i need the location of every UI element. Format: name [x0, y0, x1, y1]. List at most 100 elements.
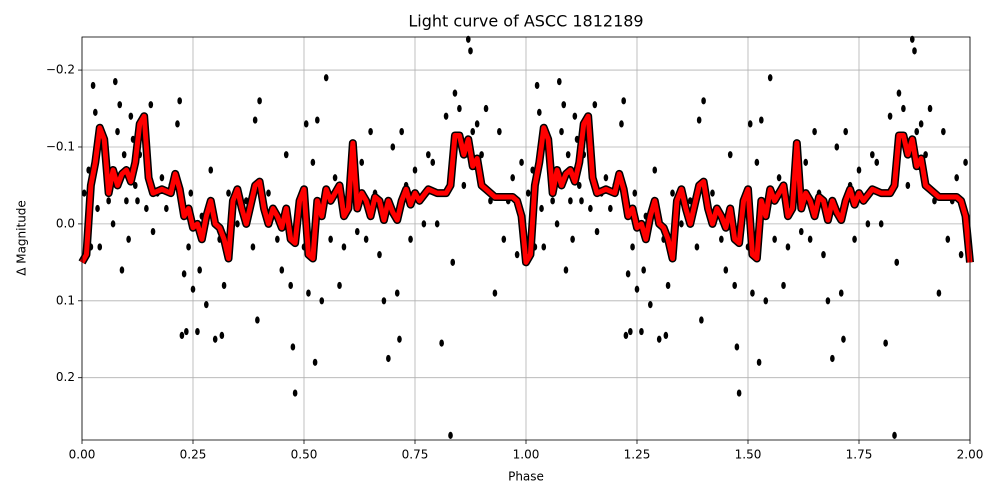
data-point	[126, 235, 131, 243]
data-point	[468, 47, 473, 55]
data-point	[443, 112, 449, 120]
data-point	[619, 120, 624, 128]
data-point	[539, 204, 544, 213]
data-point	[776, 174, 782, 182]
data-point	[838, 289, 844, 297]
data-point	[221, 281, 227, 290]
data-point	[377, 251, 382, 259]
data-point	[785, 243, 791, 251]
data-point	[565, 151, 571, 159]
data-point	[119, 266, 125, 274]
data-point	[841, 335, 846, 343]
data-point	[759, 116, 764, 124]
data-point	[821, 251, 826, 259]
data-point	[150, 227, 156, 236]
data-point	[381, 297, 387, 305]
data-point	[852, 235, 857, 243]
data-point	[439, 339, 444, 347]
data-point	[148, 101, 154, 109]
data-point	[328, 235, 333, 243]
data-point	[878, 220, 884, 228]
data-point	[197, 266, 202, 274]
data-point	[570, 235, 575, 243]
data-point	[492, 289, 498, 297]
data-point	[568, 197, 573, 205]
data-point	[525, 189, 531, 197]
data-point	[159, 174, 165, 182]
data-point	[255, 316, 260, 324]
x-tick-label: 0.50	[291, 448, 318, 462]
data-point	[368, 127, 373, 136]
data-point	[121, 151, 127, 159]
data-point	[663, 331, 669, 340]
data-point	[723, 266, 729, 274]
data-point	[303, 120, 309, 128]
data-point	[747, 120, 753, 128]
data-point	[699, 316, 704, 324]
data-point	[363, 235, 369, 243]
data-point	[115, 127, 120, 136]
data-point	[359, 158, 365, 166]
data-point	[497, 127, 502, 136]
y-tick-label: 0.0	[56, 216, 75, 230]
data-point	[701, 97, 706, 105]
data-point	[319, 297, 325, 305]
data-point	[572, 112, 578, 120]
data-point	[914, 127, 920, 136]
data-point	[474, 120, 480, 128]
chart-title: Light curve of ASCC 1812189	[408, 12, 643, 31]
data-point	[630, 243, 635, 251]
data-point	[421, 220, 427, 228]
data-point	[905, 181, 911, 190]
data-point	[110, 220, 116, 228]
data-point	[767, 74, 773, 82]
data-point	[501, 235, 507, 243]
data-point	[470, 127, 476, 136]
data-point	[918, 120, 924, 128]
data-point	[190, 285, 196, 293]
data-point	[736, 389, 742, 397]
data-point	[408, 235, 413, 243]
data-point	[275, 235, 280, 243]
data-point	[592, 101, 598, 109]
data-point	[750, 289, 755, 297]
data-point	[754, 158, 760, 166]
data-point	[719, 235, 724, 243]
y-axis-label: Δ Magnitude	[15, 200, 29, 276]
data-point	[561, 101, 567, 109]
data-point	[397, 335, 402, 343]
data-point	[306, 289, 311, 297]
data-point	[93, 108, 98, 116]
data-point	[870, 151, 875, 159]
data-point	[856, 166, 862, 174]
data-point	[426, 151, 431, 159]
data-point	[557, 78, 562, 86]
data-point	[634, 285, 640, 293]
data-point	[825, 297, 831, 305]
data-point	[603, 174, 609, 182]
data-point	[81, 189, 87, 197]
data-point	[179, 331, 185, 340]
data-point	[113, 78, 118, 86]
data-point	[452, 89, 458, 97]
data-point	[514, 251, 520, 259]
data-point	[250, 243, 256, 251]
data-point	[95, 204, 100, 213]
y-tick-label: 0.1	[56, 293, 75, 307]
data-point	[896, 89, 902, 97]
data-point	[181, 270, 187, 278]
data-point	[732, 281, 737, 290]
data-point	[694, 243, 700, 251]
data-point	[763, 297, 769, 305]
data-point	[798, 227, 804, 236]
data-point	[394, 289, 400, 297]
data-point	[412, 166, 418, 174]
data-point	[97, 243, 103, 251]
data-point	[252, 116, 258, 124]
data-point	[843, 127, 848, 136]
data-point	[559, 127, 564, 136]
data-point	[537, 108, 542, 116]
data-point	[164, 204, 169, 213]
data-point	[219, 331, 225, 340]
